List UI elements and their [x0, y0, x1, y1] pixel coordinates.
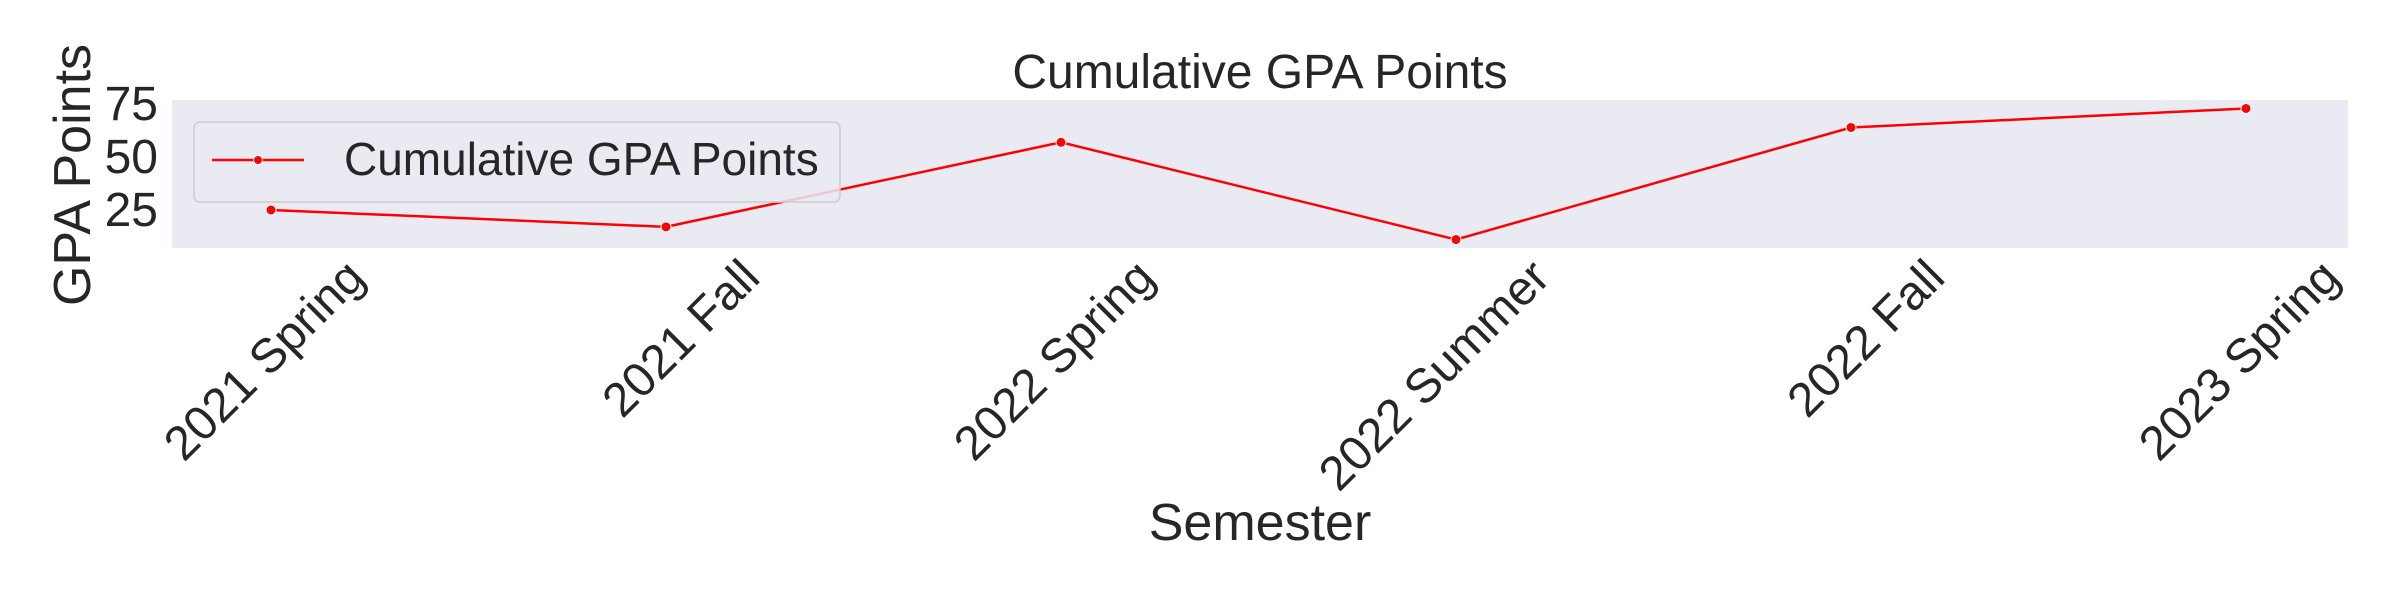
- x-axis-label: Semester: [1149, 494, 1372, 552]
- x-tick-label: 2021 Spring: [154, 250, 375, 471]
- legend: Cumulative GPA Points: [193, 121, 841, 203]
- data-point: [1055, 136, 1067, 148]
- data-point: [660, 221, 672, 233]
- legend-frame: [193, 121, 841, 203]
- x-axis-ticks: 2021 Spring 2021 Fall 2022 Spring 2022 Summ…: [154, 250, 2350, 501]
- data-point: [1845, 121, 1857, 133]
- x-tick-label: 2022 Summer: [1309, 250, 1560, 501]
- legend-label: Cumulative GPA Points: [344, 133, 819, 185]
- chart-title: Cumulative GPA Points: [1012, 46, 1507, 99]
- y-tick-label: 50: [105, 131, 158, 184]
- data-point: [265, 204, 277, 216]
- x-tick-label: 2022 Spring: [944, 250, 1165, 471]
- data-point: [2240, 102, 2252, 114]
- x-tick-label: 2022 Fall: [1778, 250, 1955, 427]
- data-point: [1450, 234, 1462, 246]
- y-axis-label: GPA Points: [44, 44, 102, 306]
- legend-marker-swatch: [253, 155, 263, 165]
- x-tick-label: 2021 Fall: [593, 250, 770, 427]
- series-line: [270, 107, 2247, 241]
- y-tick-label: 75: [105, 78, 158, 131]
- y-tick-label: 25: [105, 184, 158, 237]
- x-tick-label: 2023 Spring: [2129, 250, 2350, 471]
- series-layer: [265, 102, 2252, 246]
